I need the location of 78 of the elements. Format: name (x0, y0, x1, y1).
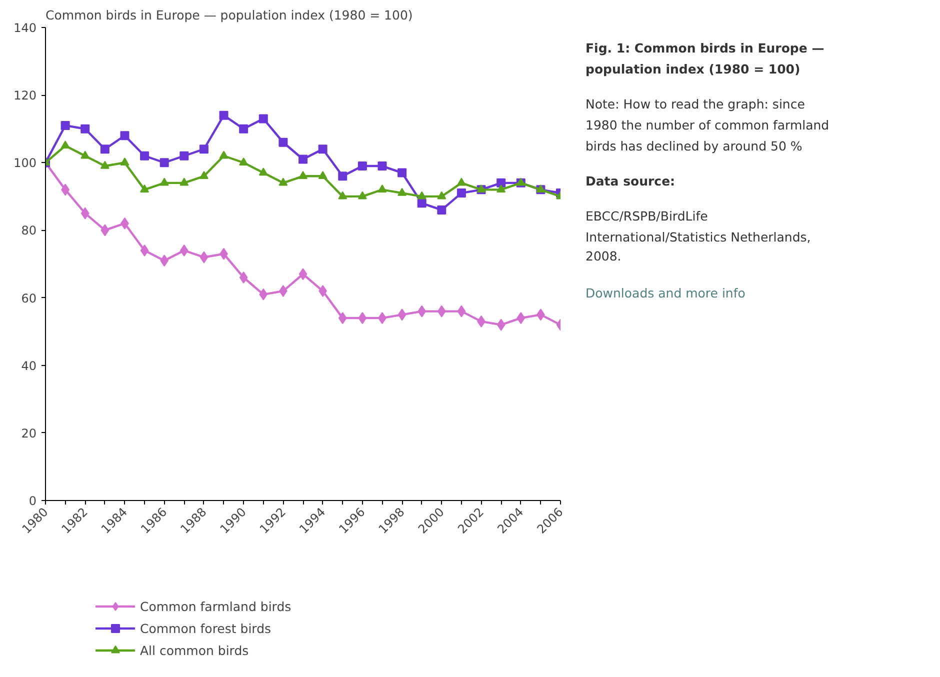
y-tick-label: 140 (14, 21, 36, 35)
point (120, 158, 130, 166)
point (199, 144, 208, 154)
point (358, 162, 367, 171)
point (398, 308, 406, 321)
point (298, 154, 308, 164)
y-tick-label: 20 (21, 426, 37, 440)
point (338, 191, 348, 200)
point (318, 144, 328, 154)
point (398, 168, 407, 178)
point (358, 312, 367, 324)
point (140, 184, 150, 192)
point (378, 162, 387, 171)
point (417, 191, 426, 200)
point (239, 158, 248, 166)
point (219, 110, 228, 120)
point (298, 268, 308, 280)
point (456, 178, 466, 186)
source-note: Data source: (586, 174, 676, 188)
point (278, 138, 288, 147)
point (200, 251, 208, 264)
point (298, 171, 308, 179)
point (398, 188, 407, 196)
point (338, 172, 348, 181)
legend-label: Common forest birds (140, 620, 272, 636)
y-tick-label: 120 (14, 88, 36, 103)
point (180, 178, 189, 186)
text: Fig. 1: Common birds in Europe — population index (1980 = 100) (586, 40, 824, 76)
point (318, 171, 328, 179)
point (437, 191, 446, 200)
point (160, 178, 169, 186)
point (80, 124, 90, 134)
point (180, 151, 189, 160)
point (80, 207, 90, 220)
point (278, 178, 288, 186)
point (516, 312, 526, 324)
legend-label: All common birds (140, 642, 249, 658)
point (338, 312, 347, 324)
point (259, 288, 268, 300)
text: Note: How to read the graph: since 1980 the number of common farmland birds has declined by around 50 % (586, 96, 830, 154)
point (496, 184, 506, 192)
point (100, 224, 110, 236)
point (160, 158, 169, 168)
point (456, 188, 466, 198)
text: EBCC/RSPB/BirdLife International/Statistics Netherlands, 2008. (586, 208, 811, 264)
point (457, 305, 466, 318)
point (378, 184, 387, 192)
point (437, 305, 446, 318)
point (258, 114, 268, 124)
point (417, 198, 426, 208)
point (180, 244, 188, 256)
y-tick-label: 0 (28, 494, 37, 508)
point (60, 140, 70, 149)
text: Downloads and more info (586, 286, 746, 300)
point (496, 318, 506, 331)
y-tick-label: 100 (14, 156, 36, 170)
point (140, 244, 149, 256)
point (437, 205, 446, 214)
point (140, 151, 150, 160)
point (219, 150, 228, 159)
y-tick-label: 60 (21, 291, 37, 306)
point (160, 254, 169, 267)
legend-label: Common farmland birds (140, 598, 292, 614)
point (418, 305, 426, 318)
point (239, 272, 248, 284)
point (199, 171, 208, 179)
chart-title: Common birds in Europe — population index (1980 = 100) (46, 8, 413, 22)
point (239, 124, 248, 134)
point (120, 131, 130, 140)
point (80, 150, 90, 159)
point (258, 168, 268, 176)
point (60, 120, 70, 130)
y-tick-label: 80 (21, 224, 37, 238)
point (100, 160, 110, 169)
point (100, 144, 110, 154)
point (358, 191, 367, 200)
y-tick-label: 40 (21, 358, 37, 373)
point (496, 178, 506, 188)
